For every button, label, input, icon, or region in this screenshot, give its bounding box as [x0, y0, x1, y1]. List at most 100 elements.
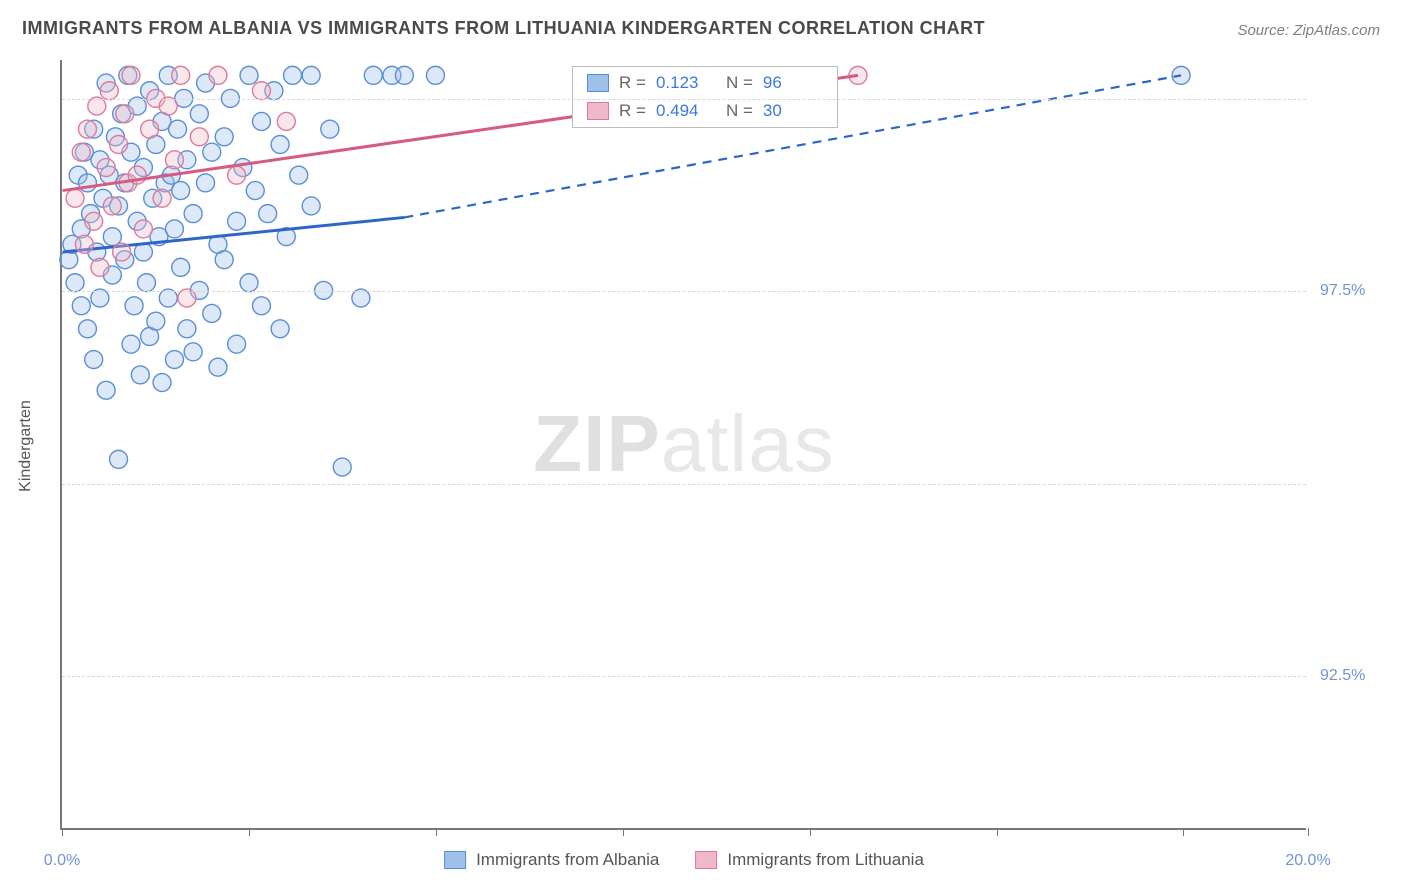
y-tick-label: 97.5% [1320, 282, 1400, 300]
data-point [190, 105, 208, 123]
data-point [122, 66, 140, 84]
data-point [85, 351, 103, 369]
plot-area: ZIPatlas R =0.123N =96R =0.494N =30 Immi… [60, 60, 1306, 830]
gridline-h [62, 99, 1306, 100]
data-point [159, 97, 177, 115]
data-point [78, 320, 96, 338]
data-point [426, 66, 444, 84]
data-point [153, 189, 171, 207]
data-point [252, 297, 270, 315]
series-legend-item: Immigrants from Albania [444, 850, 659, 870]
data-point [197, 174, 215, 192]
data-point [172, 258, 190, 276]
correlation-legend: R =0.123N =96R =0.494N =30 [572, 66, 838, 128]
data-point [302, 66, 320, 84]
r-label: R = [619, 101, 646, 121]
x-tick [997, 828, 998, 836]
x-tick [623, 828, 624, 836]
x-tick [1183, 828, 1184, 836]
data-point [252, 82, 270, 100]
data-point [246, 182, 264, 200]
legend-swatch [695, 851, 717, 869]
data-point [203, 304, 221, 322]
data-point [72, 143, 90, 161]
data-point [131, 366, 149, 384]
data-point [290, 166, 308, 184]
data-point [252, 112, 270, 130]
data-point [78, 120, 96, 138]
data-point [321, 120, 339, 138]
data-point [333, 458, 351, 476]
y-axis-label: Kindergarten [17, 400, 35, 492]
data-point [134, 220, 152, 238]
r-value: 0.494 [656, 101, 716, 121]
legend-swatch [587, 102, 609, 120]
data-point [91, 258, 109, 276]
data-point [172, 182, 190, 200]
r-value: 0.123 [656, 73, 716, 93]
legend-swatch [444, 851, 466, 869]
data-point [100, 82, 118, 100]
data-point [103, 197, 121, 215]
x-tick [436, 828, 437, 836]
data-point [240, 66, 258, 84]
n-value: 96 [763, 73, 823, 93]
data-point [277, 112, 295, 130]
data-point [240, 274, 258, 292]
r-label: R = [619, 73, 646, 93]
data-point [228, 335, 246, 353]
data-point [284, 66, 302, 84]
data-point [66, 189, 84, 207]
data-point [122, 335, 140, 353]
data-point [110, 450, 128, 468]
data-point [209, 358, 227, 376]
data-point [203, 143, 221, 161]
gridline-h [62, 484, 1306, 485]
data-point [66, 274, 84, 292]
data-point [228, 166, 246, 184]
data-point [169, 120, 187, 138]
source-attribution: Source: ZipAtlas.com [1237, 22, 1380, 39]
legend-row: R =0.123N =96 [573, 69, 837, 97]
x-tick [62, 828, 63, 836]
data-point [165, 151, 183, 169]
data-point [165, 351, 183, 369]
data-point [113, 243, 131, 261]
data-point [271, 136, 289, 154]
x-tick-label: 0.0% [44, 852, 80, 870]
series-legend-item: Immigrants from Lithuania [695, 850, 924, 870]
data-point [228, 212, 246, 230]
data-point [116, 105, 134, 123]
data-point [141, 120, 159, 138]
data-point [138, 274, 156, 292]
data-point [259, 205, 277, 223]
data-point [178, 320, 196, 338]
data-point [395, 66, 413, 84]
data-point [184, 205, 202, 223]
data-point [97, 381, 115, 399]
series-name: Immigrants from Lithuania [727, 850, 924, 870]
data-point [190, 128, 208, 146]
data-point [184, 343, 202, 361]
legend-row: R =0.494N =30 [573, 97, 837, 125]
x-tick [249, 828, 250, 836]
data-point [88, 97, 106, 115]
data-point [271, 320, 289, 338]
data-point [165, 220, 183, 238]
legend-swatch [587, 74, 609, 92]
data-point [172, 66, 190, 84]
gridline-h [62, 676, 1306, 677]
data-point [125, 297, 143, 315]
data-point [364, 66, 382, 84]
chart-title: IMMIGRANTS FROM ALBANIA VS IMMIGRANTS FR… [22, 18, 985, 39]
x-tick-label: 20.0% [1285, 852, 1330, 870]
data-point [72, 297, 90, 315]
data-point [85, 212, 103, 230]
series-name: Immigrants from Albania [476, 850, 659, 870]
data-point [215, 251, 233, 269]
x-tick [1308, 828, 1309, 836]
data-point [97, 159, 115, 177]
n-value: 30 [763, 101, 823, 121]
series-legend: Immigrants from Albania Immigrants from L… [444, 850, 924, 870]
chart-svg [62, 60, 1306, 828]
